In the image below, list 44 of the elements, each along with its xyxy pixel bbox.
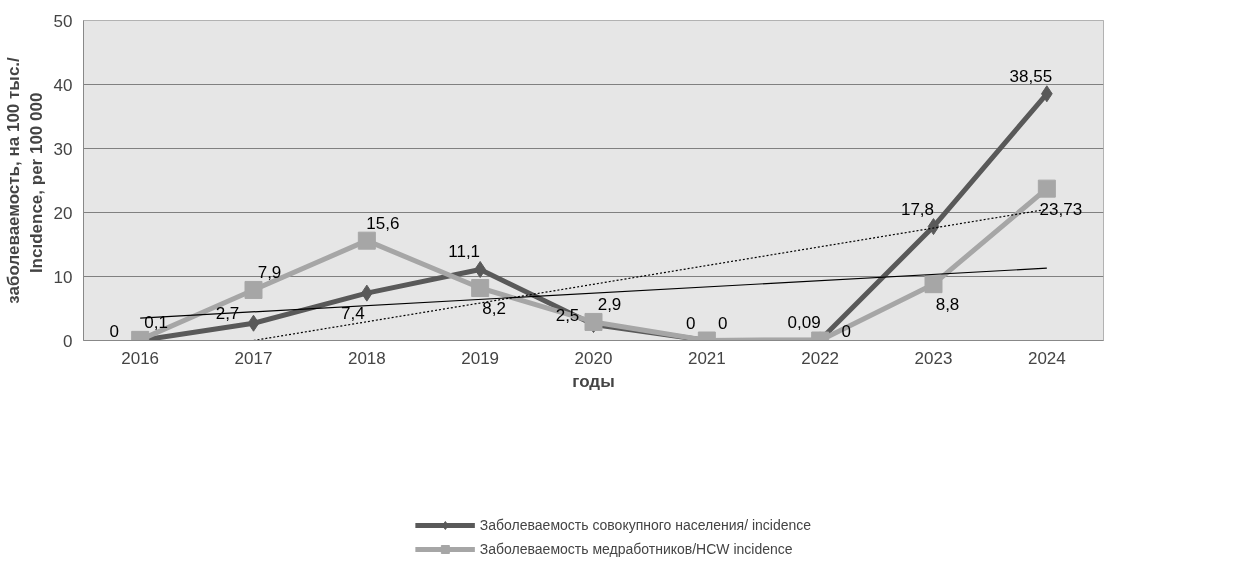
point (1037, 179, 1056, 198)
data-label: 0 (686, 313, 696, 333)
data-label: 0,1 (144, 312, 168, 332)
x-tick-label: 2016 (121, 348, 160, 368)
data-label: 8,2 (482, 299, 506, 319)
data-label: 7,4 (341, 304, 365, 324)
data-label: 0 (841, 321, 851, 341)
x-tick-label: 2021 (687, 348, 726, 368)
legend-label: Заболеваемость медработников/HCW incidence (479, 541, 793, 558)
point (471, 279, 490, 298)
data-label: 15,6 (366, 213, 400, 233)
y-tick-label: 40 (53, 75, 73, 95)
legend-label: Заболеваемость совокупного населения/ incidence (479, 517, 812, 534)
data-label: 7,9 (257, 262, 282, 282)
data-label: 0 (109, 321, 119, 341)
x-axis-title: годы (572, 371, 615, 391)
y-tick-label: 30 (53, 139, 73, 159)
x-tick-label: 2023 (914, 348, 953, 368)
data-label: 8,8 (935, 295, 960, 315)
point (357, 231, 376, 250)
x-tick-label: 2019 (461, 348, 500, 368)
point (584, 312, 603, 331)
point (244, 280, 263, 299)
y-tick-label: 10 (53, 267, 73, 287)
x-tick-label: 2018 (347, 348, 386, 368)
data-label: 0,09 (787, 312, 821, 332)
data-label: 2,9 (597, 294, 622, 314)
data-label: 38,55 (1009, 66, 1053, 86)
data-label: 23,73 (1039, 199, 1083, 219)
point (927, 218, 940, 236)
data-label: 0 (718, 313, 728, 333)
data-label: 2,5 (555, 305, 580, 325)
y-tick-label: 20 (53, 203, 73, 223)
point (247, 314, 260, 332)
point (924, 275, 943, 294)
x-tick-label: 2022 (801, 348, 840, 368)
data-label: 17,8 (900, 199, 935, 219)
data-label: 11,1 (448, 242, 481, 262)
y-tick-label: 0 (63, 331, 73, 351)
x-tick-label: 2020 (574, 348, 613, 368)
y-tick-label: 50 (53, 11, 73, 31)
x-tick-label: 2017 (234, 348, 273, 368)
y-axis-title: заболеваемость, на 100 тыс./ Incıdence, per 100 000 (3, 56, 46, 304)
x-tick-label: 2024 (1027, 348, 1066, 368)
